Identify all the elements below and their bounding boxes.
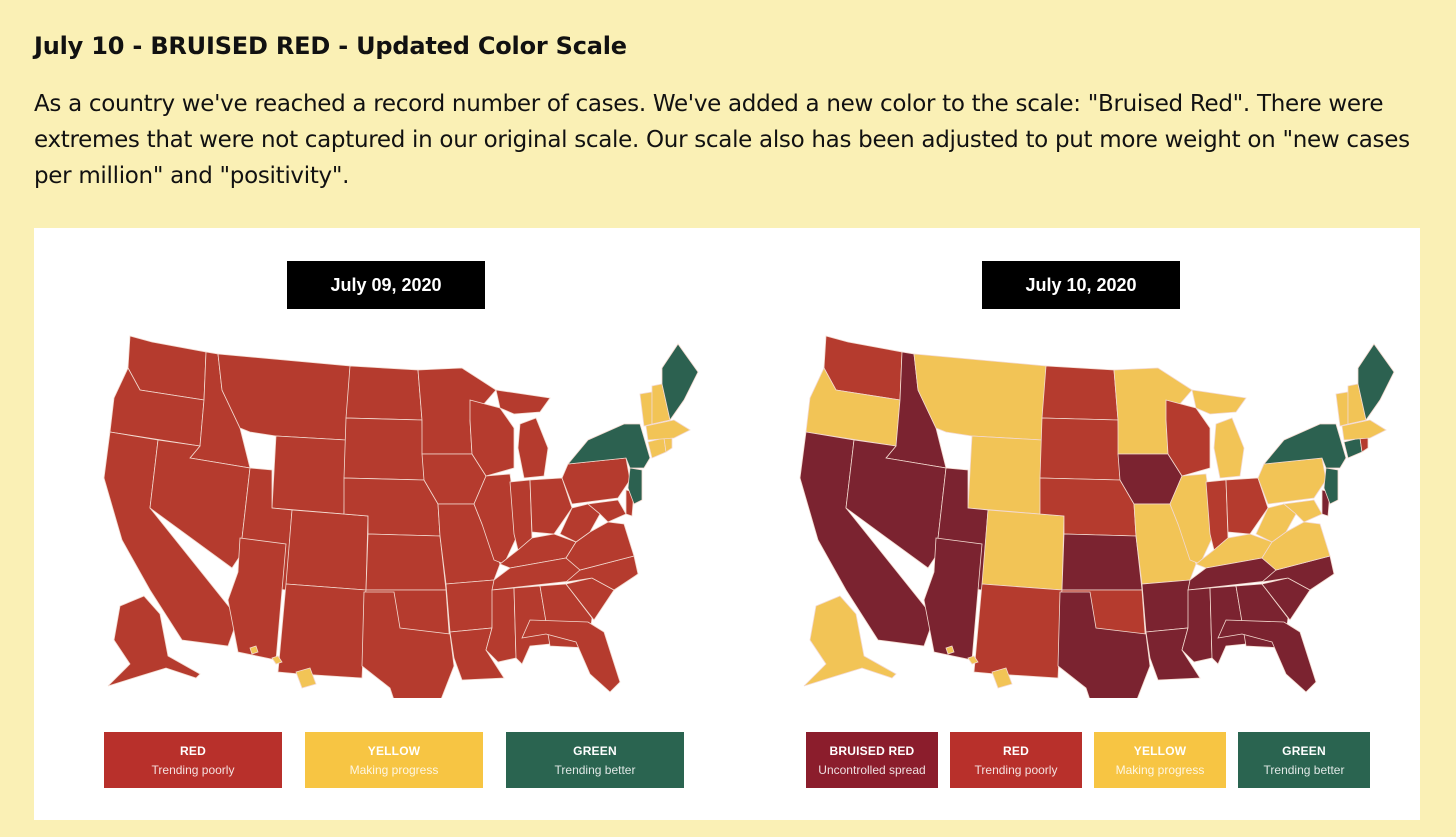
state-me: [661, 343, 699, 421]
legend-yellow: YELLOW Making progress: [1094, 732, 1226, 788]
state-co: [285, 509, 369, 591]
state-va: [1261, 521, 1331, 571]
legend-label: YELLOW: [367, 743, 421, 758]
state-ar: [445, 579, 495, 633]
state-md: [1283, 499, 1323, 523]
state-ks: [1061, 533, 1143, 591]
state-vt: [1335, 391, 1349, 427]
state-tx: [361, 591, 455, 698]
description: As a country we've reached a record numb…: [34, 91, 1410, 189]
state-ar: [1141, 579, 1191, 633]
date-label-july-09: July 09, 2020: [287, 261, 485, 309]
state-nd: [1041, 365, 1119, 421]
legend-label: RED: [1003, 743, 1029, 758]
state-shapes: [103, 335, 699, 698]
state-nj: [1323, 467, 1339, 505]
state-ny: [1263, 423, 1347, 469]
legend-label: GREEN: [1282, 743, 1326, 758]
state-ma: [1341, 419, 1387, 441]
legend-yellow: YELLOW Making progress: [305, 732, 483, 788]
state-sd: [1039, 417, 1121, 481]
state-az: [923, 537, 983, 661]
state-az: [227, 537, 287, 661]
legend-sub: Trending poorly: [151, 762, 235, 777]
page-title: July 10 - BRUISED RED - Updated Color Sc…: [34, 32, 627, 60]
state-shapes: [799, 335, 1395, 698]
legend-label: YELLOW: [1133, 743, 1187, 758]
state-oh: [1225, 477, 1269, 535]
state-va: [565, 521, 635, 571]
legend-label: BRUISED RED: [829, 743, 915, 758]
us-map-july-10: [799, 335, 1395, 698]
state-fl: [521, 619, 621, 693]
state-wy: [271, 435, 347, 515]
state-ma: [645, 419, 691, 441]
state-hi: [249, 645, 317, 689]
state-mi: [1213, 417, 1245, 479]
state-fl: [1217, 619, 1317, 693]
state-hi: [945, 645, 1013, 689]
legend-label: RED: [180, 743, 206, 758]
state-oh: [529, 477, 573, 535]
state-wi: [469, 399, 515, 477]
state-mi: [517, 417, 549, 479]
legend-sub: Uncontrolled spread: [818, 762, 926, 777]
state-pa: [561, 457, 631, 505]
state-co: [981, 509, 1065, 591]
state-ak: [107, 595, 201, 687]
state-ny: [567, 423, 651, 469]
date-label-july-10: July 10, 2020: [982, 261, 1180, 309]
state-md: [587, 499, 627, 523]
legend-label: GREEN: [573, 743, 617, 758]
state-nj: [627, 467, 643, 505]
us-map-july-09: [103, 335, 699, 698]
legend-july-10: BRUISED RED Uncontrolled spread RED Tren…: [806, 732, 1370, 788]
legend-july-09: RED Trending poorly YELLOW Making progre…: [104, 732, 684, 788]
state-ak: [803, 595, 897, 687]
state-ct: [647, 437, 667, 459]
legend-sub: Making progress: [349, 762, 439, 777]
legend-sub: Trending better: [554, 762, 636, 777]
legend-red: RED Trending poorly: [104, 732, 282, 788]
maps-panel: July 09, 2020: [34, 228, 1420, 820]
state-me: [1357, 343, 1395, 421]
legend-sub: Trending better: [1263, 762, 1345, 777]
state-nm: [277, 583, 367, 679]
state-ct: [1343, 437, 1363, 459]
state-vt: [639, 391, 653, 427]
state-mi-up: [1191, 389, 1247, 415]
state-nd: [345, 365, 423, 421]
state-mi-up: [495, 389, 551, 415]
legend-bruised-red: BRUISED RED Uncontrolled spread: [806, 732, 938, 788]
state-pa: [1257, 457, 1327, 505]
state-nm: [973, 583, 1063, 679]
legend-red: RED Trending poorly: [950, 732, 1082, 788]
legend-sub: Trending poorly: [974, 762, 1058, 777]
state-tx: [1057, 591, 1151, 698]
state-wi: [1165, 399, 1211, 477]
legend-green: GREEN Trending better: [1238, 732, 1370, 788]
state-sd: [343, 417, 425, 481]
legend-green: GREEN Trending better: [506, 732, 684, 788]
state-wy: [967, 435, 1043, 515]
legend-sub: Making progress: [1115, 762, 1205, 777]
state-ks: [365, 533, 447, 591]
